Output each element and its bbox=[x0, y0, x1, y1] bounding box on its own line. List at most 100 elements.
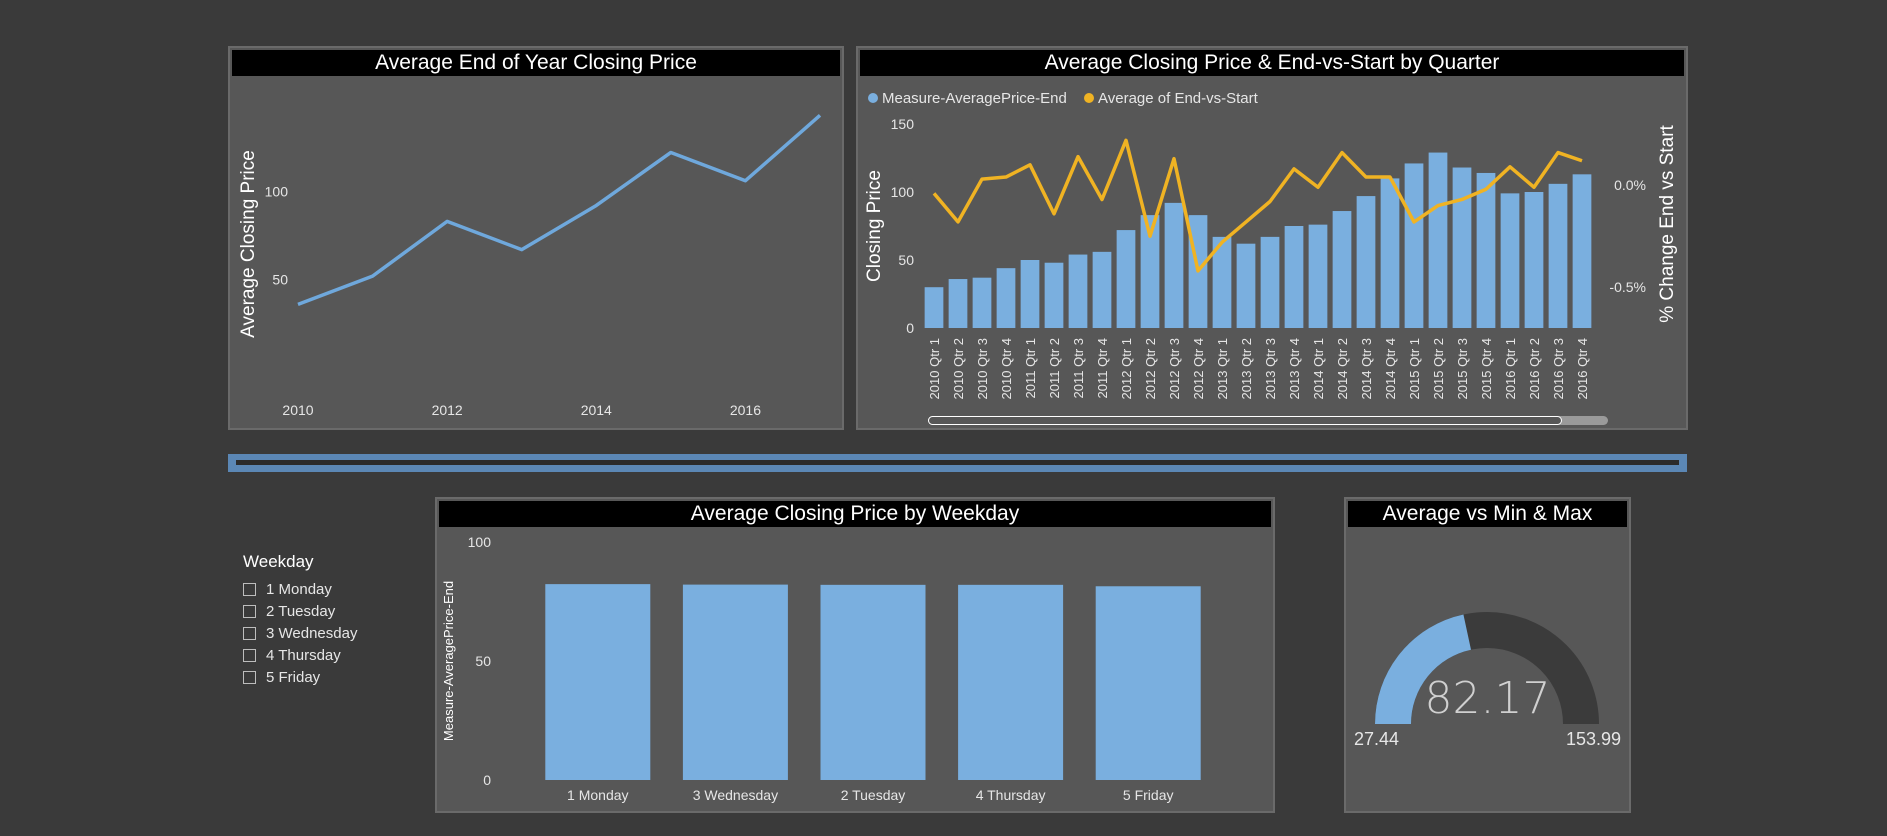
y-axis-label: Measure-AveragePrice-End bbox=[441, 581, 456, 741]
legend-label: Average of End-vs-Start bbox=[1098, 90, 1259, 107]
slicer-item-monday[interactable]: 1 Monday bbox=[243, 578, 403, 600]
section-divider-inner bbox=[236, 460, 1679, 465]
slicer-item-wednesday[interactable]: 3 Wednesday bbox=[243, 622, 403, 644]
quarter-bar bbox=[1260, 236, 1280, 328]
quarter-bar bbox=[1380, 178, 1400, 328]
quarter-bar bbox=[1092, 251, 1112, 328]
y-tick-label: 50 bbox=[475, 653, 491, 669]
quarter-bar bbox=[1356, 196, 1376, 328]
quarter-bar bbox=[1284, 226, 1304, 328]
slicer-item-friday[interactable]: 5 Friday bbox=[243, 666, 403, 688]
quarter-bar bbox=[1308, 224, 1328, 328]
quarter-bar bbox=[1140, 215, 1160, 328]
y-tick-label: 0 bbox=[483, 772, 491, 788]
x-tick-label: 2012 Qtr 1 bbox=[1119, 338, 1134, 399]
yearly-chart-panel: Average End of Year Closing Price 50 100 2… bbox=[228, 46, 844, 430]
slicer-item-label: 1 Monday bbox=[266, 580, 332, 598]
quarter-bar bbox=[1404, 163, 1424, 328]
slicer-item-label: 5 Friday bbox=[266, 668, 321, 686]
chart-scrollbar[interactable] bbox=[928, 416, 1608, 425]
x-tick-label: 2013 Qtr 4 bbox=[1287, 338, 1302, 399]
x-tick-label: 2012 Qtr 4 bbox=[1191, 338, 1206, 399]
quarter-bar bbox=[1236, 243, 1256, 328]
weekday-bar bbox=[682, 584, 788, 780]
x-tick-label: 2012 Qtr 2 bbox=[1143, 338, 1158, 399]
checkbox-icon[interactable] bbox=[243, 582, 256, 596]
x-tick-label: 2014 bbox=[581, 402, 612, 418]
x-tick-label: 2012 bbox=[432, 402, 463, 418]
x-tick-label: 5 Friday bbox=[1123, 787, 1174, 803]
x-tick-label: 2015 Qtr 2 bbox=[1431, 338, 1446, 399]
y-tick-label: 150 bbox=[891, 116, 915, 132]
x-tick-label: 2016 Qtr 2 bbox=[1527, 338, 1542, 399]
y-axis-label: Closing Price bbox=[864, 170, 885, 282]
quarter-bar bbox=[1068, 254, 1088, 328]
quarter-bar bbox=[996, 268, 1016, 328]
section-divider bbox=[228, 454, 1687, 472]
gauge-panel: Average vs Min & Max 82.17 27.44 153.99 bbox=[1344, 497, 1631, 813]
x-tick-label: 2013 Qtr 2 bbox=[1239, 338, 1254, 399]
x-tick-label: 2012 Qtr 3 bbox=[1167, 338, 1182, 399]
x-tick-label: 2011 Qtr 1 bbox=[1023, 338, 1038, 398]
x-tick-label: 4 Thursday bbox=[976, 787, 1046, 803]
end-vs-start-line bbox=[932, 138, 1583, 273]
checkbox-icon[interactable] bbox=[243, 670, 256, 684]
checkbox-icon[interactable] bbox=[243, 626, 256, 640]
weekday-bar bbox=[820, 584, 926, 780]
x-tick-label: 2 Tuesday bbox=[841, 787, 906, 803]
x-tick-label: 2014 Qtr 2 bbox=[1335, 338, 1350, 399]
quarter-bar bbox=[1500, 193, 1520, 328]
gauge-chart bbox=[1375, 612, 1599, 725]
yearly-chart-title: Average End of Year Closing Price bbox=[232, 50, 840, 76]
y-tick-label: 100 bbox=[468, 534, 492, 550]
quarter-bar bbox=[1116, 230, 1136, 328]
quarterly-combo-chart: Measure-AveragePrice-End Average of End-v… bbox=[864, 90, 1678, 399]
quarter-bar bbox=[1332, 211, 1352, 328]
x-tick-label: 2014 Qtr 3 bbox=[1359, 338, 1374, 399]
x-tick-label: 2011 Qtr 4 bbox=[1095, 338, 1110, 398]
yearly-line bbox=[297, 114, 822, 307]
weekday-bar bbox=[545, 584, 651, 780]
x-tick-label: 2016 Qtr 4 bbox=[1575, 338, 1590, 399]
x-tick-label: 2016 Qtr 1 bbox=[1503, 338, 1518, 399]
chart-scrollbar-thumb[interactable] bbox=[928, 416, 1562, 425]
x-tick-label: 2010 Qtr 1 bbox=[927, 338, 942, 399]
gauge-value: 82.17 bbox=[1424, 673, 1551, 724]
x-tick-label: 2013 Qtr 3 bbox=[1263, 338, 1278, 399]
x-tick-label: 2015 Qtr 4 bbox=[1479, 338, 1494, 399]
y-tick-label: 100 bbox=[891, 184, 915, 200]
y-tick-label: 100 bbox=[265, 183, 289, 199]
yearly-line-chart: 50 100 2010 2012 2014 2016 Average Closing Pri… bbox=[238, 114, 822, 418]
quarter-bar bbox=[1020, 260, 1040, 328]
legend-marker bbox=[868, 93, 878, 103]
slicer-item-thursday[interactable]: 4 Thursday bbox=[243, 644, 403, 666]
x-tick-label: 2015 Qtr 1 bbox=[1407, 338, 1422, 399]
x-tick-label: 2010 bbox=[282, 402, 313, 418]
gauge-fill bbox=[1375, 614, 1472, 725]
weekday-chart-panel: Average Closing Price by Weekday 1 Monda… bbox=[435, 497, 1275, 813]
slicer-item-label: 3 Wednesday bbox=[266, 624, 358, 642]
quarter-bar bbox=[948, 279, 968, 328]
gauge-min-label: 27.44 bbox=[1354, 729, 1400, 749]
quarter-bar bbox=[1164, 202, 1184, 328]
x-tick-label: 2013 Qtr 1 bbox=[1215, 338, 1230, 399]
weekday-slicer: Weekday 1 Monday 2 Tuesday 3 Wednesday 4… bbox=[243, 552, 403, 688]
y-axis-label: Average Closing Price bbox=[238, 150, 259, 338]
x-tick-label: 2015 Qtr 3 bbox=[1455, 338, 1470, 399]
slicer-item-tuesday[interactable]: 2 Tuesday bbox=[243, 600, 403, 622]
y-tick-label: 0 bbox=[906, 320, 914, 336]
weekday-chart-title: Average Closing Price by Weekday bbox=[439, 501, 1271, 527]
quarter-bar bbox=[1428, 152, 1448, 328]
x-tick-label: 2010 Qtr 3 bbox=[975, 338, 990, 399]
x-tick-label: 3 Wednesday bbox=[693, 787, 778, 803]
x-tick-label: 2011 Qtr 2 bbox=[1047, 338, 1062, 398]
quarter-bar bbox=[1572, 174, 1592, 328]
quarter-bar bbox=[1044, 262, 1064, 328]
weekday-bar-chart: 1 Monday 3 Wednesday 2 Tuesday 4 Thursday 5 … bbox=[441, 534, 1201, 803]
x-tick-label: 2011 Qtr 3 bbox=[1071, 338, 1086, 398]
quarter-bar bbox=[924, 287, 944, 328]
x-tick-label: 2016 bbox=[730, 402, 761, 418]
quarter-bar bbox=[1452, 167, 1472, 328]
checkbox-icon[interactable] bbox=[243, 604, 256, 618]
checkbox-icon[interactable] bbox=[243, 648, 256, 662]
